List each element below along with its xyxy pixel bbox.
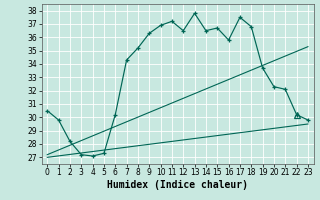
X-axis label: Humidex (Indice chaleur): Humidex (Indice chaleur)	[107, 180, 248, 190]
